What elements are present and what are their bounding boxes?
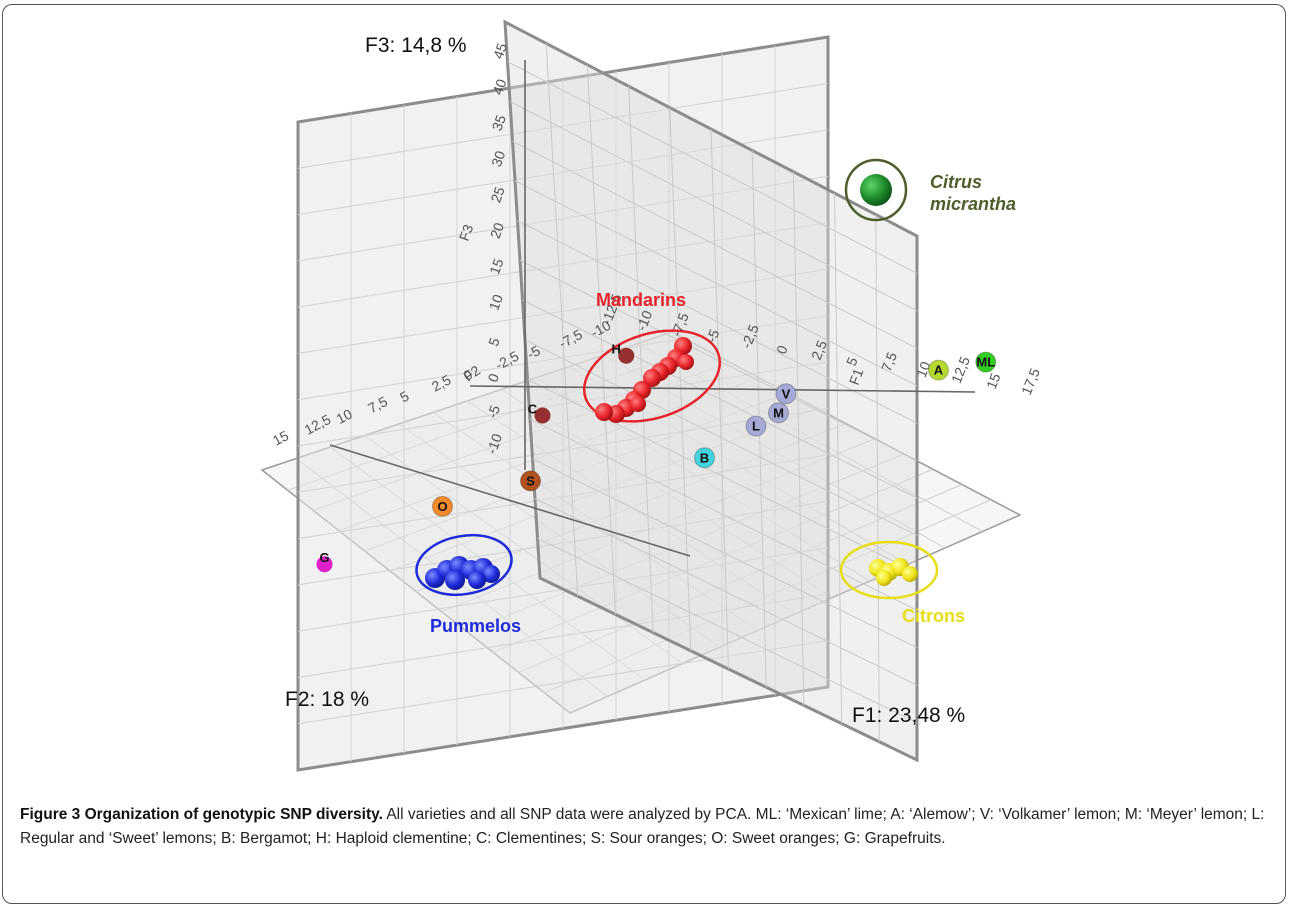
f3-tick-label: 10 [486,292,506,312]
svg-text:O: O [437,499,447,514]
f1-f3-plane [503,19,919,763]
point-v: V [775,383,797,405]
svg-text:G: G [319,550,329,565]
svg-text:M: M [773,405,784,420]
figure-caption: Figure 3 Organization of genotypic SNP d… [20,803,1275,851]
f3-short-label: F3 [456,222,477,243]
f2-axis-title: F2: 18 % [285,688,369,711]
point-g: G [316,550,333,573]
f3-tick-label: 20 [487,220,507,240]
pca-3d-scatter-plot: -12,5 -10 -7,5 -5 -2,5 0 2,5 5 7,5 10 12,5 15 17,5 1… [260,19,1043,772]
group-label-pummelos: Pummelos [430,616,521,636]
f1-tick-label: -10 [633,308,655,333]
pummelos-cluster [425,556,500,590]
svg-text:A: A [934,363,944,378]
svg-text:L: L [752,419,760,434]
mandarins-ellipse [582,329,722,423]
svg-text:C: C [528,402,538,417]
caption-title: Figure 3 Organization of genotypic SNP d… [20,806,383,823]
svg-text:S: S [526,473,535,488]
citrons-cluster [869,558,918,586]
f2-tick-label: 10 [333,406,354,428]
f1-tick-label: 15 [983,371,1004,392]
f3-tick-label: 40 [489,77,509,97]
caption-text: All varieties and all SNP data were anal… [20,806,1265,847]
point-a: A [928,359,949,381]
f1-tick-label: 17,5 [1018,366,1043,397]
point-ml: ML [975,351,997,373]
point-s: S [520,470,541,492]
point-c: C [528,402,551,424]
mandarins-cluster [595,337,694,423]
f1-tick-label: 7,5 [878,350,900,374]
f3-axis-title: F3: 14,8 % [365,34,467,57]
f3-tick-label: 35 [489,113,509,133]
f1-short-label: F1 [846,366,867,387]
point-o: O [432,495,453,517]
group-label-citrons: Citrons [902,606,965,626]
micrantha-circle [844,158,908,222]
f1-tick-label: 2,5 [808,338,830,362]
f1-tick-label: 10 [913,359,934,380]
svg-text:V: V [782,386,791,401]
f3-tick-label: 45 [490,41,510,61]
pummelos-ellipse [415,533,513,597]
f1-axis-line [469,385,976,393]
f3-tick-label: 30 [488,148,508,168]
svg-text:H: H [612,342,621,357]
citrons-ellipse [839,540,939,600]
f3-tick-label: -10 [483,431,505,456]
f1-axis-title: F1: 23,48 % [852,704,965,727]
group-label-micrantha: Citrus micrantha [930,172,1016,214]
f2-tick-label: 15 [270,427,291,449]
svg-text:B: B [700,450,709,465]
group-label-mandarins: Mandarins [596,290,686,310]
point-h: H [612,342,635,364]
point-b: B [694,447,715,469]
point-l: L [745,415,767,437]
f3-tick-label: -5 [484,403,503,420]
micrantha-point [860,174,892,206]
f1-tick-label: 12,5 [948,354,973,385]
f3-tick-label: 15 [486,256,506,276]
f3-tick-label: 25 [487,184,507,204]
f2-axis-line [329,444,691,557]
svg-text:ML: ML [976,355,995,370]
point-m: M [768,402,789,424]
f2-short-label: F2 [461,362,484,385]
